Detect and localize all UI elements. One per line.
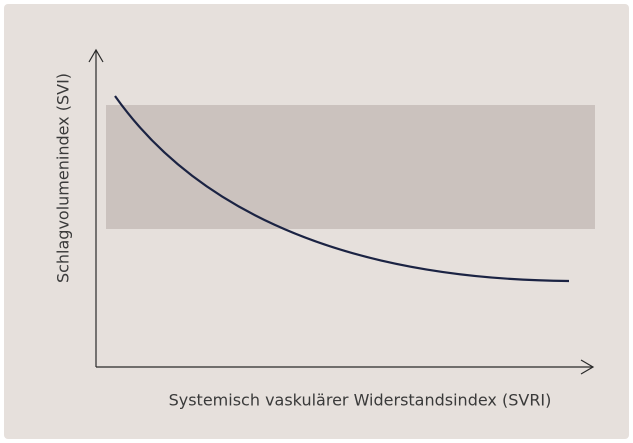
- x-axis-label: Systemisch vaskulärer Widerstandsindex (…: [169, 391, 552, 410]
- curve: [114, 95, 570, 283]
- y-axis-arrow: [88, 48, 104, 63]
- x-axis-arrow: [580, 359, 595, 375]
- y-axis-label: Schlagvolumenindex (SVI): [54, 73, 73, 283]
- target-range-band: [106, 105, 595, 229]
